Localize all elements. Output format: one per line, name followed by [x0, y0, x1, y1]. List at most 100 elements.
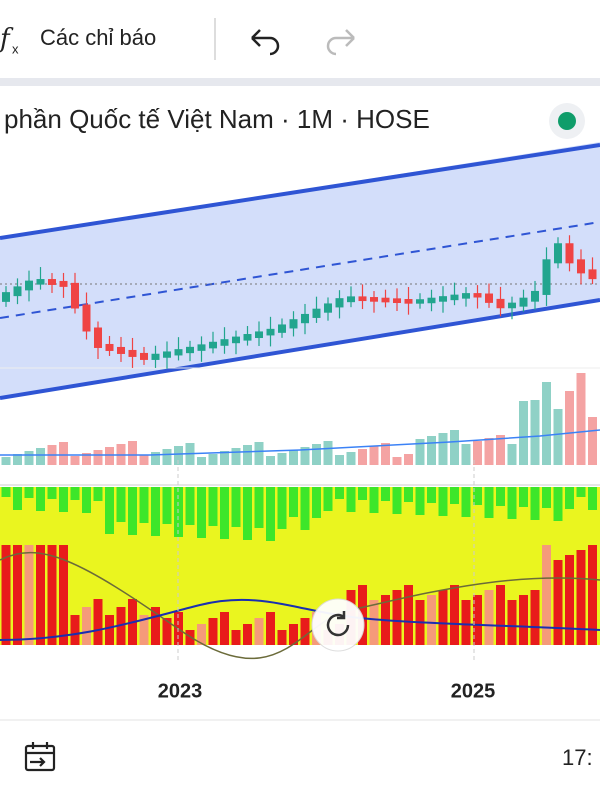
indicator-green — [105, 487, 114, 534]
volume-bar — [82, 453, 91, 465]
indicator-green — [266, 487, 275, 541]
candles — [2, 235, 597, 369]
candle-body — [25, 280, 33, 291]
volume-bar — [484, 438, 494, 465]
indicator-line — [0, 551, 600, 660]
indicator-green — [220, 487, 229, 539]
indicator-red — [438, 590, 448, 645]
indicator-green — [576, 487, 586, 497]
indicator-green — [231, 487, 241, 527]
redo-button[interactable] — [326, 29, 355, 56]
candle-body — [2, 292, 10, 302]
channel-top — [0, 143, 600, 240]
channel-bottom — [0, 298, 600, 400]
volume-bar — [24, 451, 34, 465]
indicator-green — [358, 487, 367, 500]
indicator-red — [553, 560, 563, 645]
indicator-red — [266, 612, 275, 645]
candle-body — [301, 313, 309, 324]
indicator-green — [346, 487, 356, 512]
indicators-button[interactable]: Các chỉ báo — [40, 25, 156, 50]
indicator-green — [323, 487, 333, 511]
indicator-green — [24, 487, 34, 498]
volume-bar — [381, 443, 390, 465]
candle-body — [117, 346, 125, 354]
fx-icon-sub: x — [12, 41, 19, 56]
indicator-red — [473, 595, 482, 645]
indicator-green — [116, 487, 126, 522]
indicator-green — [438, 487, 448, 516]
volume-bar — [450, 430, 459, 465]
volume-bar — [70, 456, 80, 465]
candle-body — [554, 243, 562, 264]
volume — [0, 373, 600, 465]
volume-bar — [312, 444, 321, 465]
indicator-green — [243, 487, 252, 540]
indicator-green — [565, 487, 574, 509]
indicator-green — [392, 487, 402, 514]
volume-bar — [519, 401, 528, 465]
candle-body — [105, 343, 114, 351]
indicator-green — [162, 487, 172, 524]
indicator-red — [450, 585, 459, 645]
volume-bar — [507, 444, 517, 465]
candle-body — [82, 304, 91, 332]
undo-button[interactable] — [251, 29, 280, 56]
reset-button[interactable] — [311, 598, 365, 652]
indicator-red — [254, 618, 264, 645]
volume-bar — [93, 450, 103, 465]
volume-bar — [542, 382, 551, 465]
candle-body — [13, 286, 22, 297]
indicator-green — [496, 487, 505, 506]
candle-body — [485, 293, 493, 303]
volume-bar — [404, 454, 413, 465]
indicator-green — [300, 487, 310, 530]
volume-bar — [300, 447, 310, 465]
candle-body — [531, 290, 539, 302]
indicator-red — [208, 618, 218, 645]
indicator-green — [13, 487, 22, 510]
indicator-line — [0, 598, 600, 641]
volume-bar — [438, 433, 448, 465]
indicator-green — [404, 487, 413, 502]
candle-body — [335, 298, 344, 308]
indicator-red — [24, 545, 34, 645]
channel-mid — [0, 221, 600, 319]
indicator-green — [82, 487, 91, 513]
toolbar — [0, 0, 600, 78]
candle-body — [94, 327, 102, 348]
indicator-green — [36, 487, 45, 511]
indicator-red — [151, 607, 160, 645]
candle-body — [427, 297, 436, 304]
volume-bar — [392, 457, 402, 465]
indicator-red — [220, 612, 229, 645]
candle-body — [462, 293, 470, 299]
candle-body — [186, 346, 194, 354]
candle-body — [565, 243, 574, 264]
volume-bar — [335, 455, 344, 465]
indicator-green — [277, 487, 287, 529]
x-tick-label: 2023 — [158, 680, 203, 702]
indicator-green — [369, 487, 379, 513]
indicator-red — [300, 618, 310, 645]
indicator-red — [369, 600, 379, 645]
indicator-green — [473, 487, 482, 505]
volume-bar — [530, 400, 540, 465]
indicator-green — [47, 487, 57, 499]
date-range-button[interactable] — [24, 742, 56, 772]
indicator-green — [450, 487, 459, 504]
indicator-red — [36, 545, 45, 645]
indicator-red — [392, 590, 402, 645]
indicator-red — [588, 545, 597, 645]
indicator-red — [197, 624, 206, 645]
candle-body — [174, 349, 183, 356]
indicator-red — [1, 545, 11, 645]
candle-body — [439, 296, 447, 302]
indicator-green — [197, 487, 206, 538]
time-label: 17: — [562, 745, 593, 770]
volume-ma — [0, 429, 600, 456]
indicator-red — [507, 600, 517, 645]
indicator-red — [93, 599, 103, 645]
status-dot — [558, 112, 576, 130]
